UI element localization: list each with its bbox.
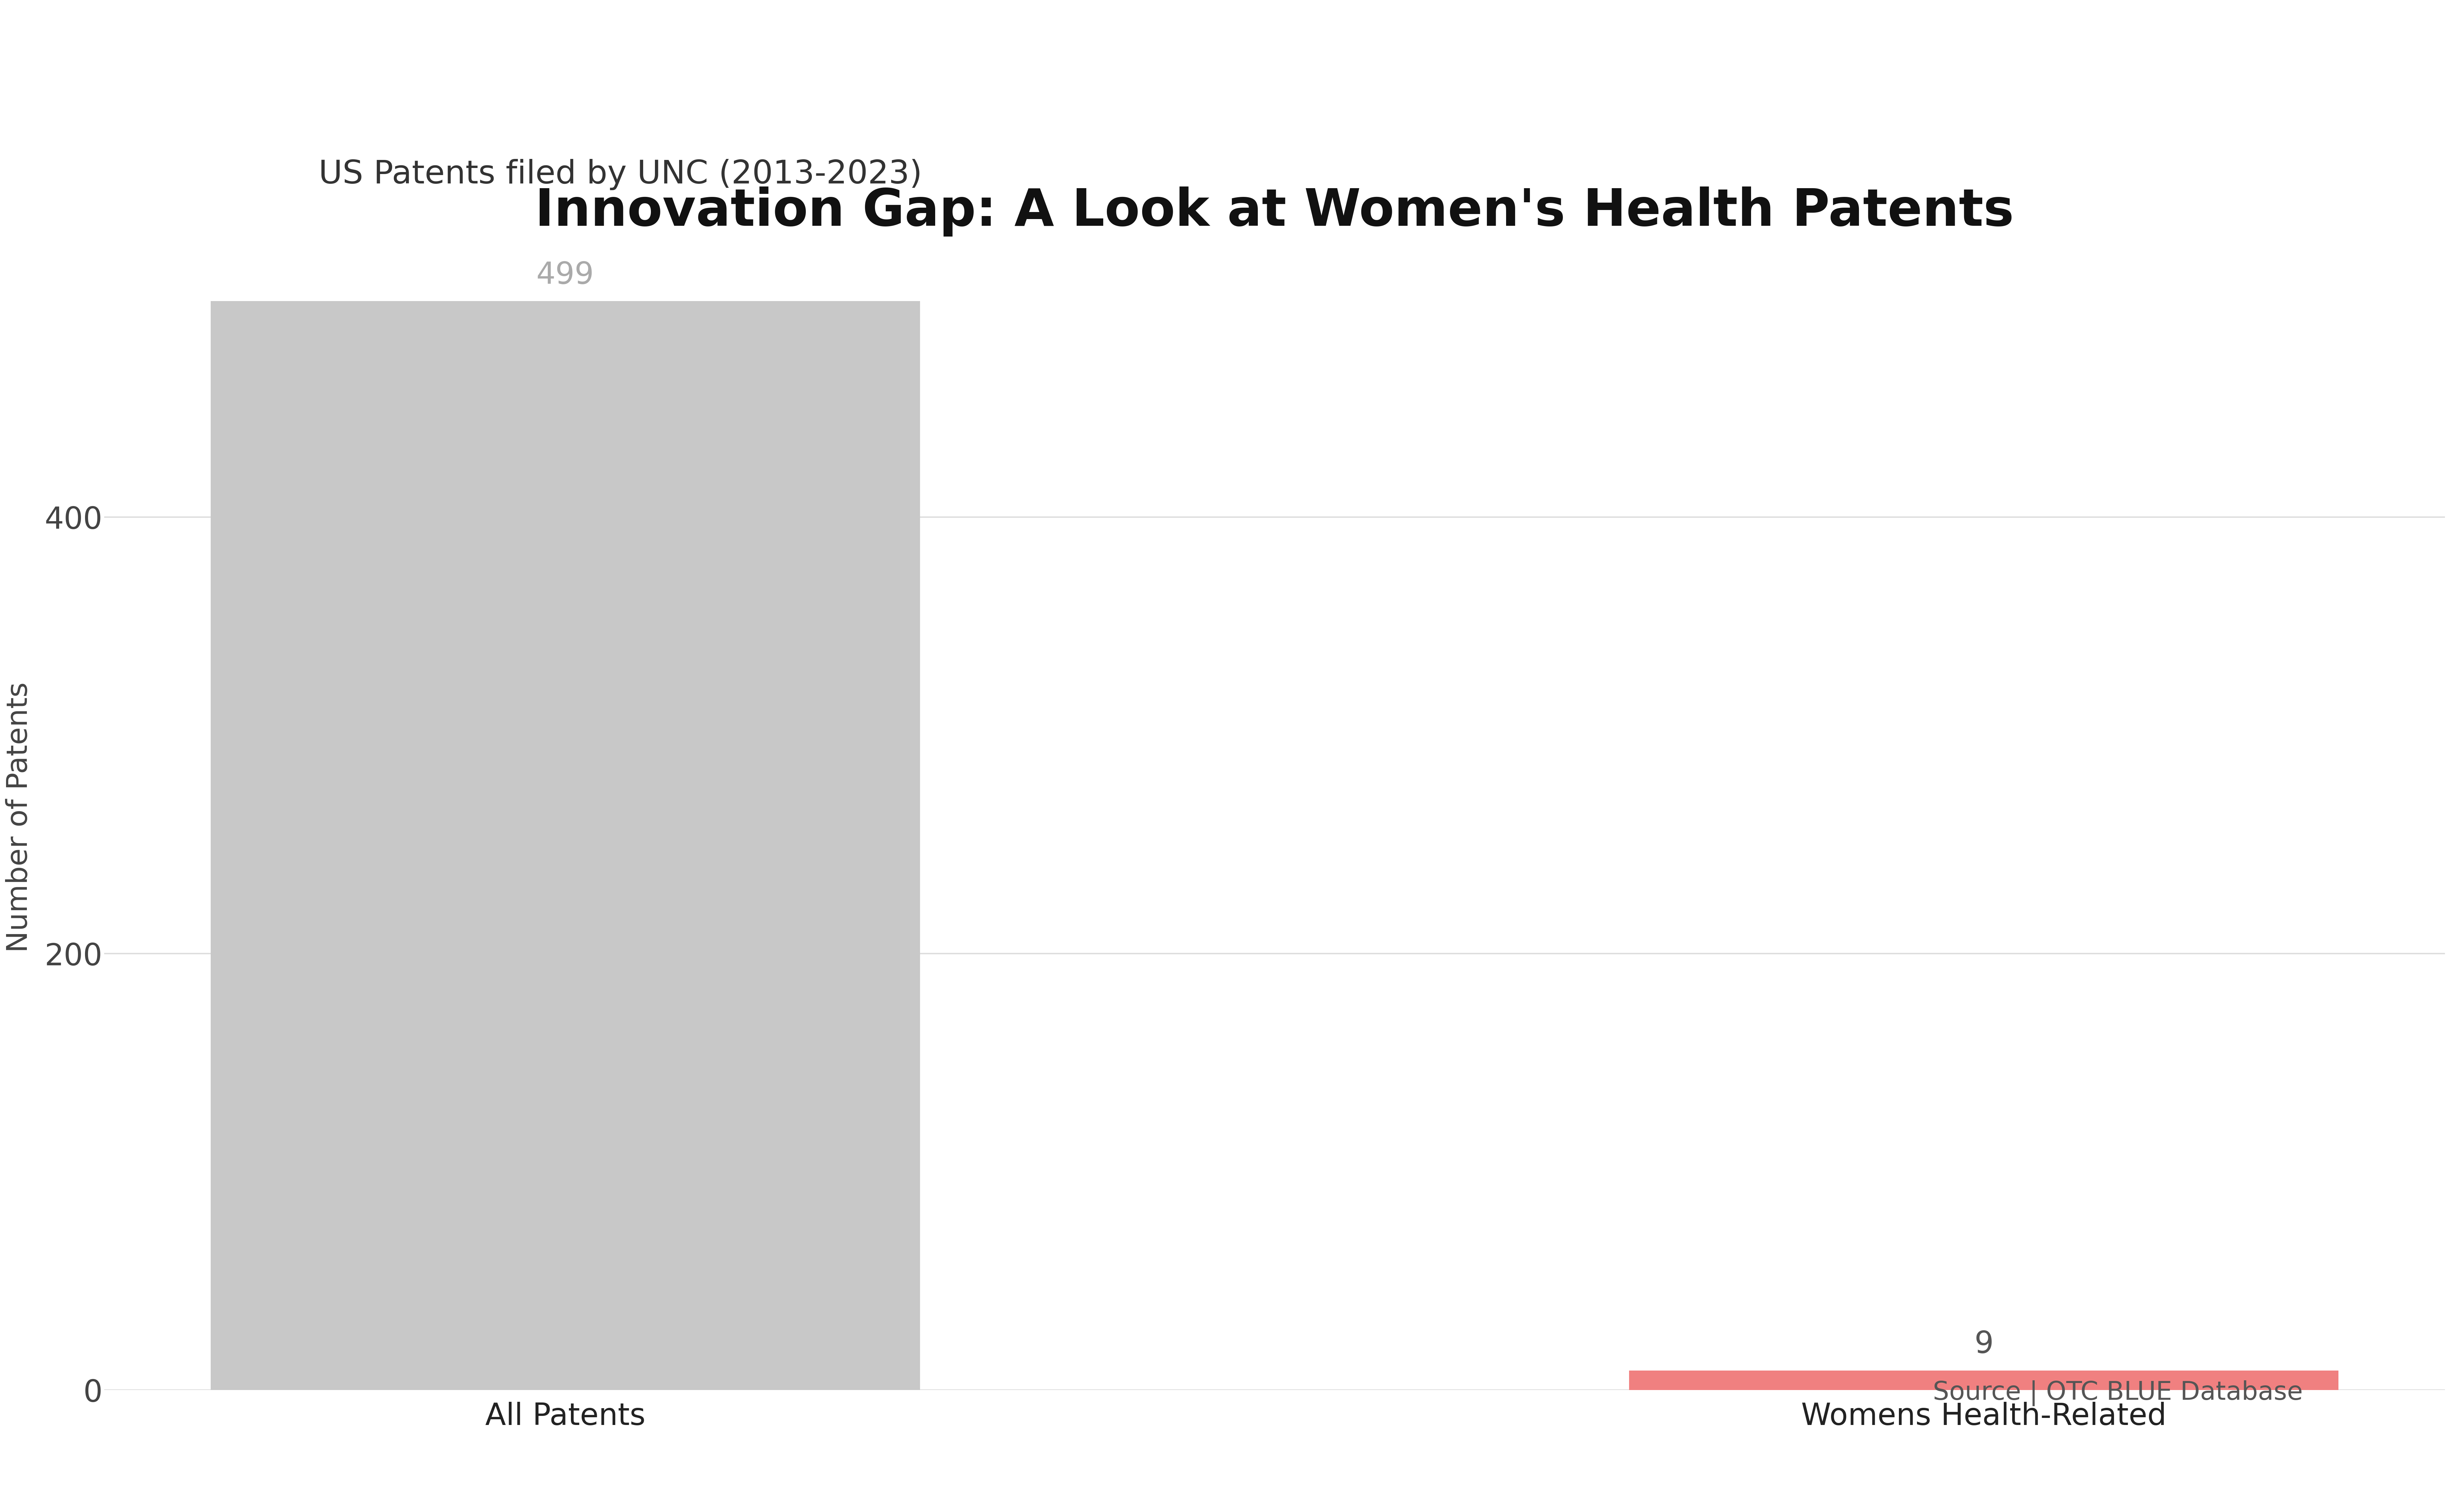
Text: 9: 9 (1975, 1331, 1994, 1359)
Text: 499: 499 (537, 260, 595, 290)
Y-axis label: Number of Patents: Number of Patents (5, 682, 32, 953)
Text: US Patents filed by UNC (2013-2023): US Patents filed by UNC (2013-2023) (318, 159, 921, 191)
Bar (1629, 1370, 2340, 1390)
Title: Innovation Gap: A Look at Women's Health Patents: Innovation Gap: A Look at Women's Health… (534, 186, 2014, 236)
Bar (211, 301, 919, 1390)
Text: Source | OTC BLUE Database: Source | OTC BLUE Database (1933, 1380, 2303, 1406)
